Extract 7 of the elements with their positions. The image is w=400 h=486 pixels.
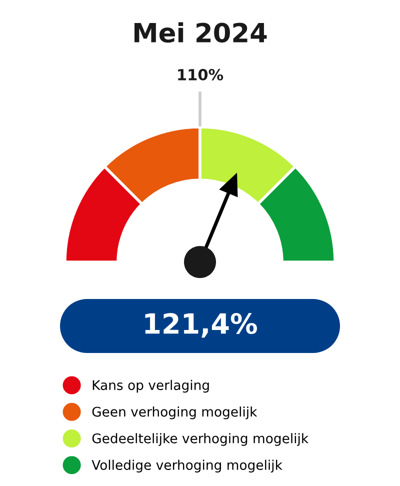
text: 110% bbox=[178, 68, 224, 80]
text: 121,4% bbox=[145, 313, 257, 338]
legend-label: Kans op verlaging bbox=[92, 380, 209, 393]
legend-label: Volledige verhoging mogelijk bbox=[92, 460, 282, 473]
chart-title: Mei 2024 bbox=[134, 22, 267, 43]
legend-label: Gedeeltelijke verhoging mogelijk bbox=[92, 433, 309, 446]
legend-label: Geen verhoging mogelijk bbox=[92, 406, 258, 420]
